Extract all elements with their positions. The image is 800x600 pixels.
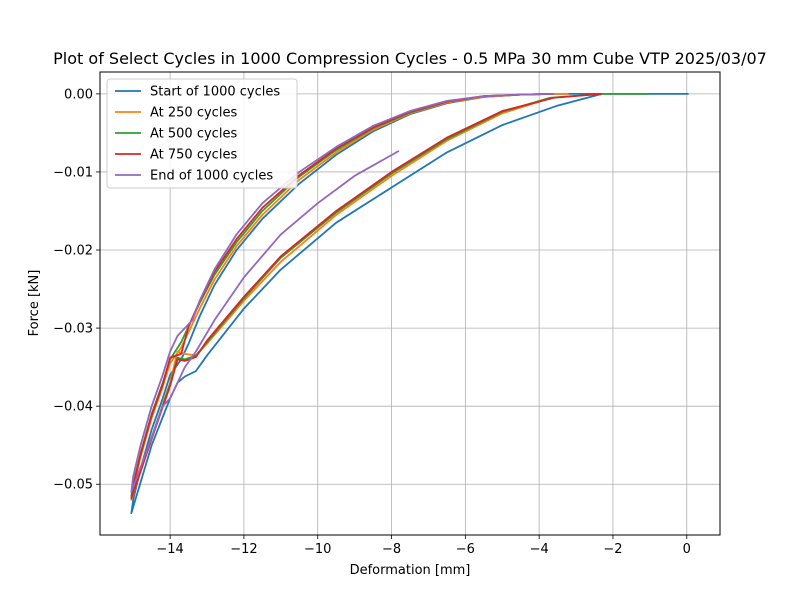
- x-tick-label: −12: [230, 542, 257, 557]
- legend-label: At 750 cycles: [150, 148, 237, 163]
- x-tick-label: 0: [683, 542, 691, 557]
- chart-title: Plot of Select Cycles in 1000 Compressio…: [53, 49, 767, 68]
- x-axis-label: Deformation [mm]: [350, 563, 471, 578]
- y-tick-label: −0.05: [53, 478, 93, 493]
- y-axis-ticks: 0.00 −0.01 −0.02 −0.03 −0.04 −0.05: [53, 87, 100, 493]
- y-tick-label: −0.01: [53, 165, 93, 180]
- x-tick-label: −2: [603, 542, 622, 557]
- x-tick-label: −6: [456, 542, 475, 557]
- x-tick-label: −8: [382, 542, 401, 557]
- x-tick-label: −14: [156, 542, 183, 557]
- y-tick-label: −0.03: [53, 322, 93, 337]
- y-tick-label: 0.00: [64, 87, 93, 102]
- legend-label: Start of 1000 cycles: [150, 85, 280, 100]
- legend-box: [106, 78, 298, 189]
- legend-label: End of 1000 cycles: [150, 169, 273, 184]
- y-axis-label: Force [kN]: [27, 270, 42, 337]
- y-tick-label: −0.02: [53, 244, 93, 259]
- series-line-5: [130, 92, 554, 493]
- x-tick-label: −10: [304, 542, 331, 557]
- x-axis-ticks: −14 −12 −10 −8 −6 −4 −2 0: [156, 535, 691, 557]
- legend: Start of 1000 cycles At 250 cycles At 500 …: [106, 78, 298, 189]
- y-tick-label: −0.04: [53, 400, 93, 415]
- plot-frame: [99, 71, 721, 536]
- legend-label: At 500 cycles: [150, 127, 237, 142]
- legend-label: At 250 cycles: [150, 106, 237, 121]
- x-tick-label: −4: [530, 542, 549, 557]
- series-line-4: [130, 92, 602, 500]
- series-layer: [130, 92, 689, 515]
